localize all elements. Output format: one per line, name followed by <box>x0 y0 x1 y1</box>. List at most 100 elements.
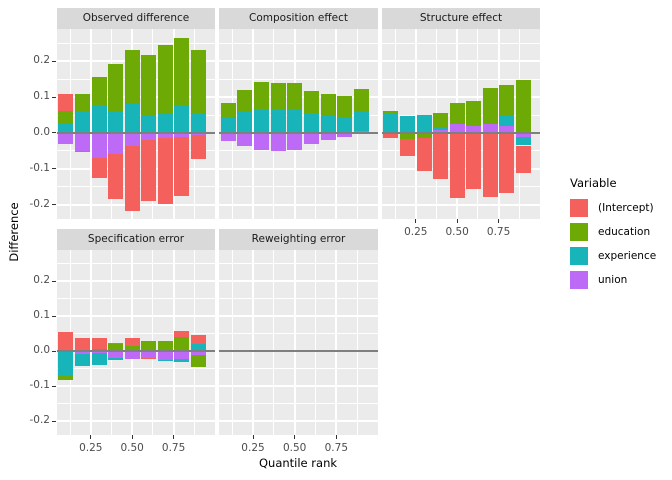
bar-education-q02 <box>75 93 90 111</box>
gridline-minor <box>57 298 215 300</box>
gridline-major <box>219 315 378 318</box>
y-tick-mark <box>52 96 56 98</box>
bar-education-q03 <box>91 349 107 352</box>
y-tick-mark <box>52 280 56 282</box>
legend-item-intercept: (Intercept) <box>570 199 670 217</box>
bar-experience-q02 <box>400 115 415 133</box>
bar-experience-q07 <box>157 359 173 361</box>
y-tick-label: 0.1 <box>33 90 50 103</box>
x-tick-mark <box>335 435 337 439</box>
bar-education-q05 <box>124 345 140 350</box>
bar-education-q05 <box>449 102 465 123</box>
zero-line <box>382 131 540 134</box>
gridline-major <box>335 250 338 435</box>
legend-item-label: (Intercept) <box>598 202 654 214</box>
bar-union-q05 <box>449 123 465 133</box>
facet-panel-composition-effect <box>219 29 378 219</box>
legend-item-label: experience <box>598 250 657 262</box>
gridline-minor <box>273 250 275 435</box>
x-tick-mark <box>90 435 92 439</box>
bar-union-q02 <box>75 132 90 151</box>
y-tick-label: 0.1 <box>33 309 50 322</box>
facet-title: Reweighting error <box>251 233 346 245</box>
gridline-major <box>89 250 92 435</box>
y-tick-mark <box>52 315 56 317</box>
facet-panel-specification-error <box>57 250 215 435</box>
bar-union-q08 <box>337 132 353 137</box>
legend-swatch-icon <box>570 199 588 217</box>
y-tick-mark <box>52 60 56 62</box>
bar-experience-q03 <box>253 109 269 133</box>
bar-education-q06 <box>141 54 157 117</box>
bar-intercept-q01 <box>58 331 74 352</box>
bar-intercept-q08 <box>499 132 515 194</box>
gridline-major <box>219 167 378 170</box>
bar-experience-q08 <box>174 105 190 133</box>
bar-union-q09 <box>190 351 206 356</box>
bar-education-q01 <box>220 102 236 119</box>
bar-education-q05 <box>124 49 140 104</box>
facet-title: Observed difference <box>82 12 190 24</box>
gridline-minor <box>219 150 378 152</box>
bar-intercept-q09 <box>190 335 206 344</box>
bar-education-q09 <box>190 49 206 113</box>
bar-intercept-q07 <box>157 137 173 204</box>
bar-experience-q07 <box>157 114 173 133</box>
bar-experience-q05 <box>287 110 303 133</box>
x-tick-label: 0.50 <box>120 442 144 454</box>
gridline-minor <box>356 250 358 435</box>
bar-education-q04 <box>108 343 124 352</box>
bar-experience-q09 <box>190 112 206 133</box>
x-tick-mark <box>173 435 175 439</box>
bar-union-q05 <box>124 351 140 359</box>
gridline-major <box>219 203 378 206</box>
gridline-minor <box>219 263 378 265</box>
bar-union-q04 <box>433 130 449 133</box>
bar-education-q09 <box>353 89 369 111</box>
x-tick-mark <box>131 435 133 439</box>
facet-strip-structure-effect: Structure effect <box>382 8 540 29</box>
bar-experience-q08 <box>337 117 353 133</box>
legend-item-label: union <box>598 274 628 286</box>
facet-panel-reweighting-error <box>219 250 378 435</box>
y-axis-title: Difference <box>7 202 21 262</box>
bar-education-q08 <box>174 37 190 105</box>
legend-swatch-icon <box>570 223 588 241</box>
x-tick-label: 0.25 <box>79 442 103 454</box>
y-tick-mark <box>52 420 56 422</box>
bar-education-q03 <box>416 134 432 138</box>
bar-experience-q01 <box>383 112 399 133</box>
gridline-minor <box>231 250 233 435</box>
gridline-major <box>57 385 215 388</box>
bar-union-q09 <box>515 132 531 137</box>
bar-education-q03 <box>253 82 269 110</box>
x-tick-label: 0.50 <box>282 442 307 454</box>
bar-union-q05 <box>287 132 303 150</box>
bar-union-q01 <box>220 132 236 141</box>
bar-intercept-q06 <box>141 139 157 202</box>
gridline-major <box>219 385 378 388</box>
bar-experience-q03 <box>416 115 432 133</box>
facet-title: Structure effect <box>419 12 503 24</box>
facet-panel-observed-difference <box>57 29 215 219</box>
bar-experience-q06 <box>141 116 157 133</box>
x-tick-label: 0.75 <box>324 442 349 454</box>
bar-intercept-q08 <box>174 136 190 196</box>
bar-intercept-q09 <box>515 145 531 174</box>
bar-union-q04 <box>270 132 286 151</box>
bar-intercept-q04 <box>108 342 124 344</box>
bar-union-q03 <box>91 351 107 354</box>
bar-education-q07 <box>157 45 173 115</box>
bar-intercept-q04 <box>433 132 449 179</box>
bar-union-q08 <box>174 351 190 360</box>
y-tick-label: -0.1 <box>29 379 51 392</box>
bar-union-q05 <box>124 132 140 146</box>
gridline-minor <box>219 403 378 405</box>
bar-experience-q02 <box>75 354 90 366</box>
bar-intercept-q03 <box>91 337 107 350</box>
bar-experience-q05 <box>124 103 140 133</box>
zero-line <box>57 350 215 353</box>
bar-intercept-q04 <box>108 153 124 200</box>
bar-intercept-q03 <box>416 137 432 171</box>
legend: Variable (Intercept) education experience u… <box>570 176 670 306</box>
